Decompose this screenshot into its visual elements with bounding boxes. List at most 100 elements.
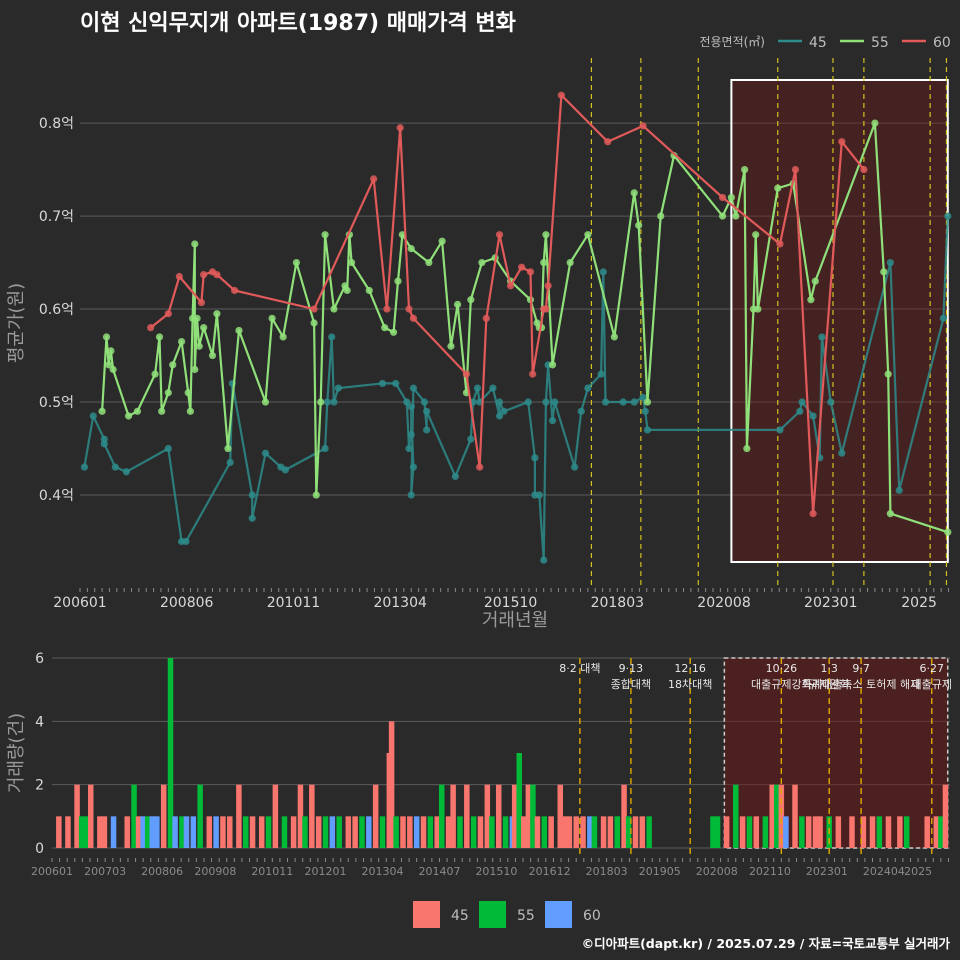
y-tick-label: 0.6억 (39, 302, 74, 318)
volume-bar-45 (272, 784, 279, 848)
volume-bar-45 (621, 784, 627, 848)
policy-annotation: 규제완화 (809, 678, 849, 691)
volume-bar-60 (366, 816, 372, 848)
data-point-45 (420, 398, 429, 406)
volume-bar-55 (541, 816, 548, 848)
volume-bar-55 (614, 816, 620, 848)
volume-bar-45 (309, 784, 315, 848)
data-point-60 (518, 263, 526, 271)
data-point-60 (147, 324, 155, 332)
data-point-55 (164, 389, 172, 397)
data-point-60 (506, 282, 515, 290)
data-point-45 (111, 463, 119, 471)
volume-bar-45 (160, 784, 167, 848)
data-point-55 (542, 231, 550, 239)
data-point-55 (261, 398, 270, 406)
data-point-45 (597, 370, 605, 378)
volume-bar-55 (774, 784, 780, 848)
volume-bar-45 (511, 784, 518, 848)
volume-bar-45 (74, 784, 80, 848)
data-point-60 (476, 463, 484, 471)
data-point-45 (467, 435, 475, 443)
data-point-45 (599, 268, 607, 276)
volume-bar-60 (329, 816, 336, 848)
y-tick-label: 0.8억 (39, 116, 74, 132)
data-point-55 (213, 310, 221, 318)
data-point-55 (478, 258, 486, 267)
data-point-45 (164, 444, 172, 453)
volume-bar-45 (352, 816, 358, 848)
data-point-55 (317, 398, 325, 406)
volume-bar-55 (746, 816, 753, 848)
data-point-45 (423, 426, 431, 434)
data-point-45 (796, 407, 804, 415)
volume-bar-45 (600, 816, 607, 848)
volume-bar-60 (213, 816, 219, 848)
data-point-45 (542, 398, 550, 406)
data-point-45 (886, 258, 894, 267)
data-point-55 (292, 258, 300, 267)
volume-bar-45 (484, 784, 491, 848)
data-point-45 (495, 398, 504, 406)
data-point-55 (467, 296, 475, 304)
volume-bar-45 (236, 784, 242, 848)
volume-bar-45 (924, 816, 930, 848)
volume-bar-45 (835, 816, 842, 848)
data-point-55 (584, 231, 592, 239)
data-point-45 (939, 314, 947, 322)
volume-bar-45 (566, 816, 573, 848)
volume-bar-55 (457, 816, 463, 848)
x-tick-label: 200601 (31, 865, 73, 878)
data-point-45 (489, 384, 497, 392)
policy-annotation: 1·3 (820, 662, 838, 675)
volume-bar-45 (227, 816, 233, 848)
data-point-60 (604, 138, 612, 146)
volume-bar-55 (359, 816, 365, 848)
chart-title: 이현 신익무지개 아파트(1987) 매매가격 변화 (80, 11, 516, 36)
volume-bar-45 (869, 816, 876, 848)
data-point-45 (531, 454, 539, 462)
data-point-55 (566, 258, 574, 267)
policy-annotation: 9·7 (852, 662, 870, 675)
volume-bar-55 (530, 784, 536, 848)
x-tick-label: 201510 (475, 865, 517, 878)
volume-bar-55 (625, 816, 632, 848)
data-point-45 (577, 407, 585, 415)
volume-bar-45 (632, 816, 639, 848)
volume-bar-55 (762, 816, 769, 848)
data-point-55 (151, 370, 159, 378)
policy-annotation: 종합대책 (611, 678, 651, 691)
y-tick-label: 0 (35, 841, 44, 857)
data-point-45 (409, 463, 418, 471)
data-point-55 (102, 333, 111, 341)
data-point-55 (540, 258, 548, 267)
volume-bar-45 (521, 816, 527, 848)
volume-bar-55 (591, 816, 598, 848)
volume-bar-55 (393, 816, 399, 848)
data-point-55 (193, 314, 201, 322)
volume-bar-45 (450, 784, 456, 848)
data-point-55 (312, 491, 320, 499)
policy-annotation: 18차대책 (668, 678, 712, 691)
volume-bar-45 (885, 816, 892, 848)
volume-bar-55 (710, 816, 716, 848)
data-point-55 (732, 212, 740, 220)
data-point-55 (98, 407, 106, 415)
volume-bar-55 (646, 816, 652, 848)
x-tick-label: 201304 (373, 595, 427, 611)
volume-bar-45 (805, 816, 812, 848)
data-point-45 (321, 444, 329, 453)
volume-bar-45 (580, 816, 586, 848)
data-point-45 (535, 491, 543, 499)
x-tick-label: 202301 (804, 595, 857, 611)
x-tick-label: 201011 (251, 865, 293, 878)
data-point-55 (155, 333, 164, 341)
volume-legend: 45 55 60 (413, 901, 601, 928)
volume-bar-55 (379, 816, 386, 848)
data-point-55 (158, 407, 166, 415)
data-point-55 (425, 258, 433, 267)
volume-bar-55 (265, 816, 272, 848)
volume-bar-60 (783, 816, 789, 848)
volume-bar-55 (502, 816, 509, 848)
volume-chart-panel: 0 2 4 6 8·2 대책 9·13 종합대책 12·16 18차대책 10·26 대출규제강화 1… (6, 651, 952, 878)
